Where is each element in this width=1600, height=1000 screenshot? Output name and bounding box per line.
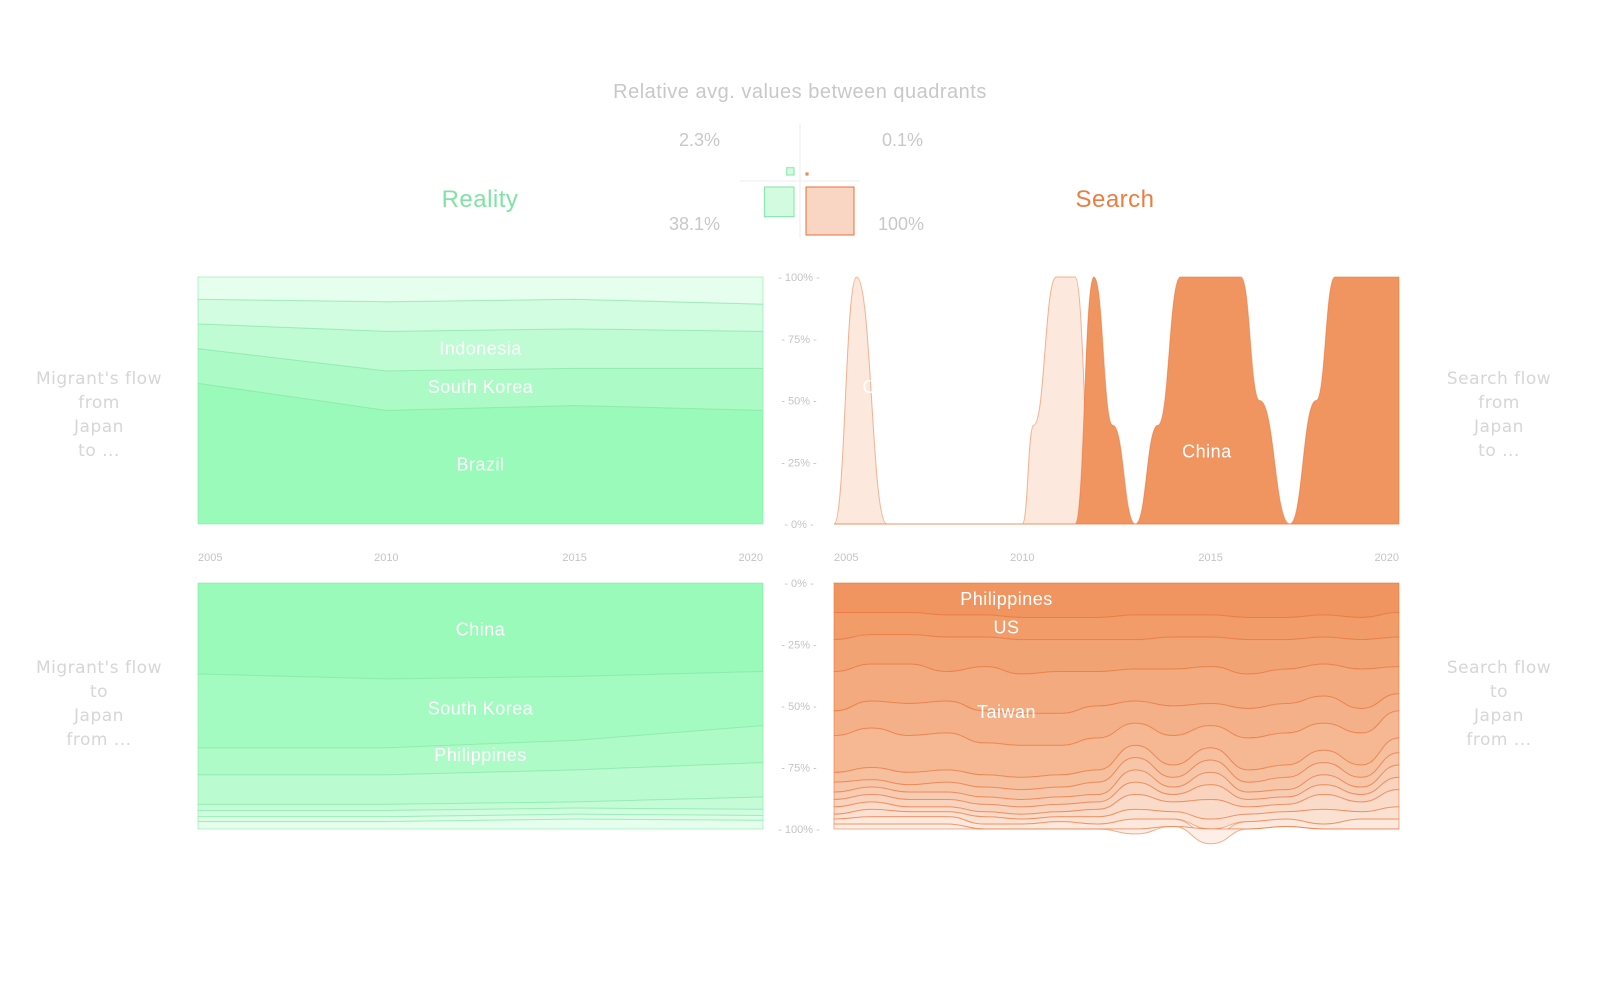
reality-outflow-chart: Brazil South Korea Indonesia xyxy=(197,276,764,525)
y-tick-label: - 50% - xyxy=(781,701,817,713)
reality-header: Reality xyxy=(442,186,519,213)
summary-square-top-right xyxy=(805,172,809,176)
series-label: Co xyxy=(863,377,887,397)
series-label: Philippines xyxy=(960,589,1053,609)
summary-square-top-left xyxy=(786,167,795,176)
quadrant-value-top-left: 2.3% xyxy=(679,130,720,150)
side-label-line: Search flow xyxy=(1446,658,1552,678)
side-label-bottom-right: Search flow to Japan from ... xyxy=(1419,656,1579,752)
x-tick-label: 2020 xyxy=(739,552,763,564)
y-tick-label: - 25% - xyxy=(781,457,817,469)
side-label-line: from ... xyxy=(66,730,132,750)
quadrant-value-bottom-left: 38.1% xyxy=(669,214,720,234)
series-label: US xyxy=(993,617,1019,637)
series-label: South Korea xyxy=(428,698,534,718)
series-area-3 xyxy=(197,298,764,332)
side-label-top-right: Search flow from Japan to ... xyxy=(1419,367,1579,463)
side-label-line: to ... xyxy=(1478,441,1520,461)
y-tick-label: - 100% - xyxy=(778,272,820,284)
series-label: South Korea xyxy=(428,377,534,397)
charts-layer: Brazil South Korea Indonesia China Co China So… xyxy=(197,276,1400,845)
side-label-line: Japan xyxy=(74,706,124,726)
y-tick-label: - 50% - xyxy=(781,396,817,408)
quadrant-value-bottom-right: 100% xyxy=(878,214,924,234)
side-label-line: from xyxy=(78,393,120,413)
y-tick-label: - 0% - xyxy=(784,519,814,531)
side-label-line: Japan xyxy=(74,417,124,437)
x-tick-label: 2005 xyxy=(834,552,858,564)
search-outflow-chart: China Co xyxy=(833,276,1400,525)
side-label-line: to ... xyxy=(78,441,120,461)
series-label: Brazil xyxy=(456,455,504,475)
side-label-line: Japan xyxy=(1474,706,1524,726)
x-tick-label: 2020 xyxy=(1375,552,1399,564)
summary-square-bottom-right xyxy=(805,186,855,236)
series-area-13 xyxy=(833,823,1399,845)
quadrant-summary: 2.3% 0.1% 38.1% 100% xyxy=(669,124,924,238)
y-tick-label: - 75% - xyxy=(781,763,817,775)
reality-inflow-chart: China South Korea Philippines xyxy=(197,582,764,830)
y-tick-label: - 75% - xyxy=(781,334,817,346)
quadrant-value-top-right: 0.1% xyxy=(882,130,923,150)
series-area-0 xyxy=(833,582,1400,618)
side-label-bottom-left: Migrant's flow to Japan from ... xyxy=(19,656,179,752)
side-label-line: Japan xyxy=(1474,417,1524,437)
series-label: Philippines xyxy=(434,745,527,765)
series-area-0 xyxy=(834,276,1400,525)
side-label-line: to xyxy=(89,682,109,702)
chart-title: Relative avg. values between quadrants xyxy=(613,81,987,103)
series-area-4 xyxy=(197,276,764,305)
side-label-line: Search flow xyxy=(1446,369,1552,389)
series-label: China xyxy=(456,620,506,640)
x-tick-label: 2015 xyxy=(562,552,586,564)
axes-layer: 2005 2010 2015 2020 - 100% - - 75% - - 50% - - … xyxy=(198,272,1399,836)
side-label-line: Migrant's flow xyxy=(36,658,162,678)
series-label: China xyxy=(1182,441,1232,461)
series-label: Taiwan xyxy=(977,702,1036,722)
search-header: Search xyxy=(1075,186,1154,213)
search-inflow-chart: Philippines US Taiwan xyxy=(833,582,1400,845)
side-label-line: from ... xyxy=(1466,730,1532,750)
x-tick-label: 2015 xyxy=(1198,552,1222,564)
y-tick-label: - 25% - xyxy=(781,640,817,652)
side-label-top-left: Migrant's flow from Japan to ... xyxy=(19,367,179,463)
side-label-line: to xyxy=(1489,682,1509,702)
y-tick-label: - 100% - xyxy=(778,824,820,836)
summary-square-bottom-left xyxy=(763,186,795,218)
x-tick-label: 2010 xyxy=(1010,552,1034,564)
series-label: Indonesia xyxy=(439,339,522,359)
x-tick-label: 2005 xyxy=(198,552,222,564)
series-area-7 xyxy=(197,818,764,830)
side-label-line: from xyxy=(1478,393,1520,413)
y-tick-label: - 0% - xyxy=(784,578,814,590)
side-label-line: Migrant's flow xyxy=(36,369,162,389)
x-tick-label: 2010 xyxy=(374,552,398,564)
